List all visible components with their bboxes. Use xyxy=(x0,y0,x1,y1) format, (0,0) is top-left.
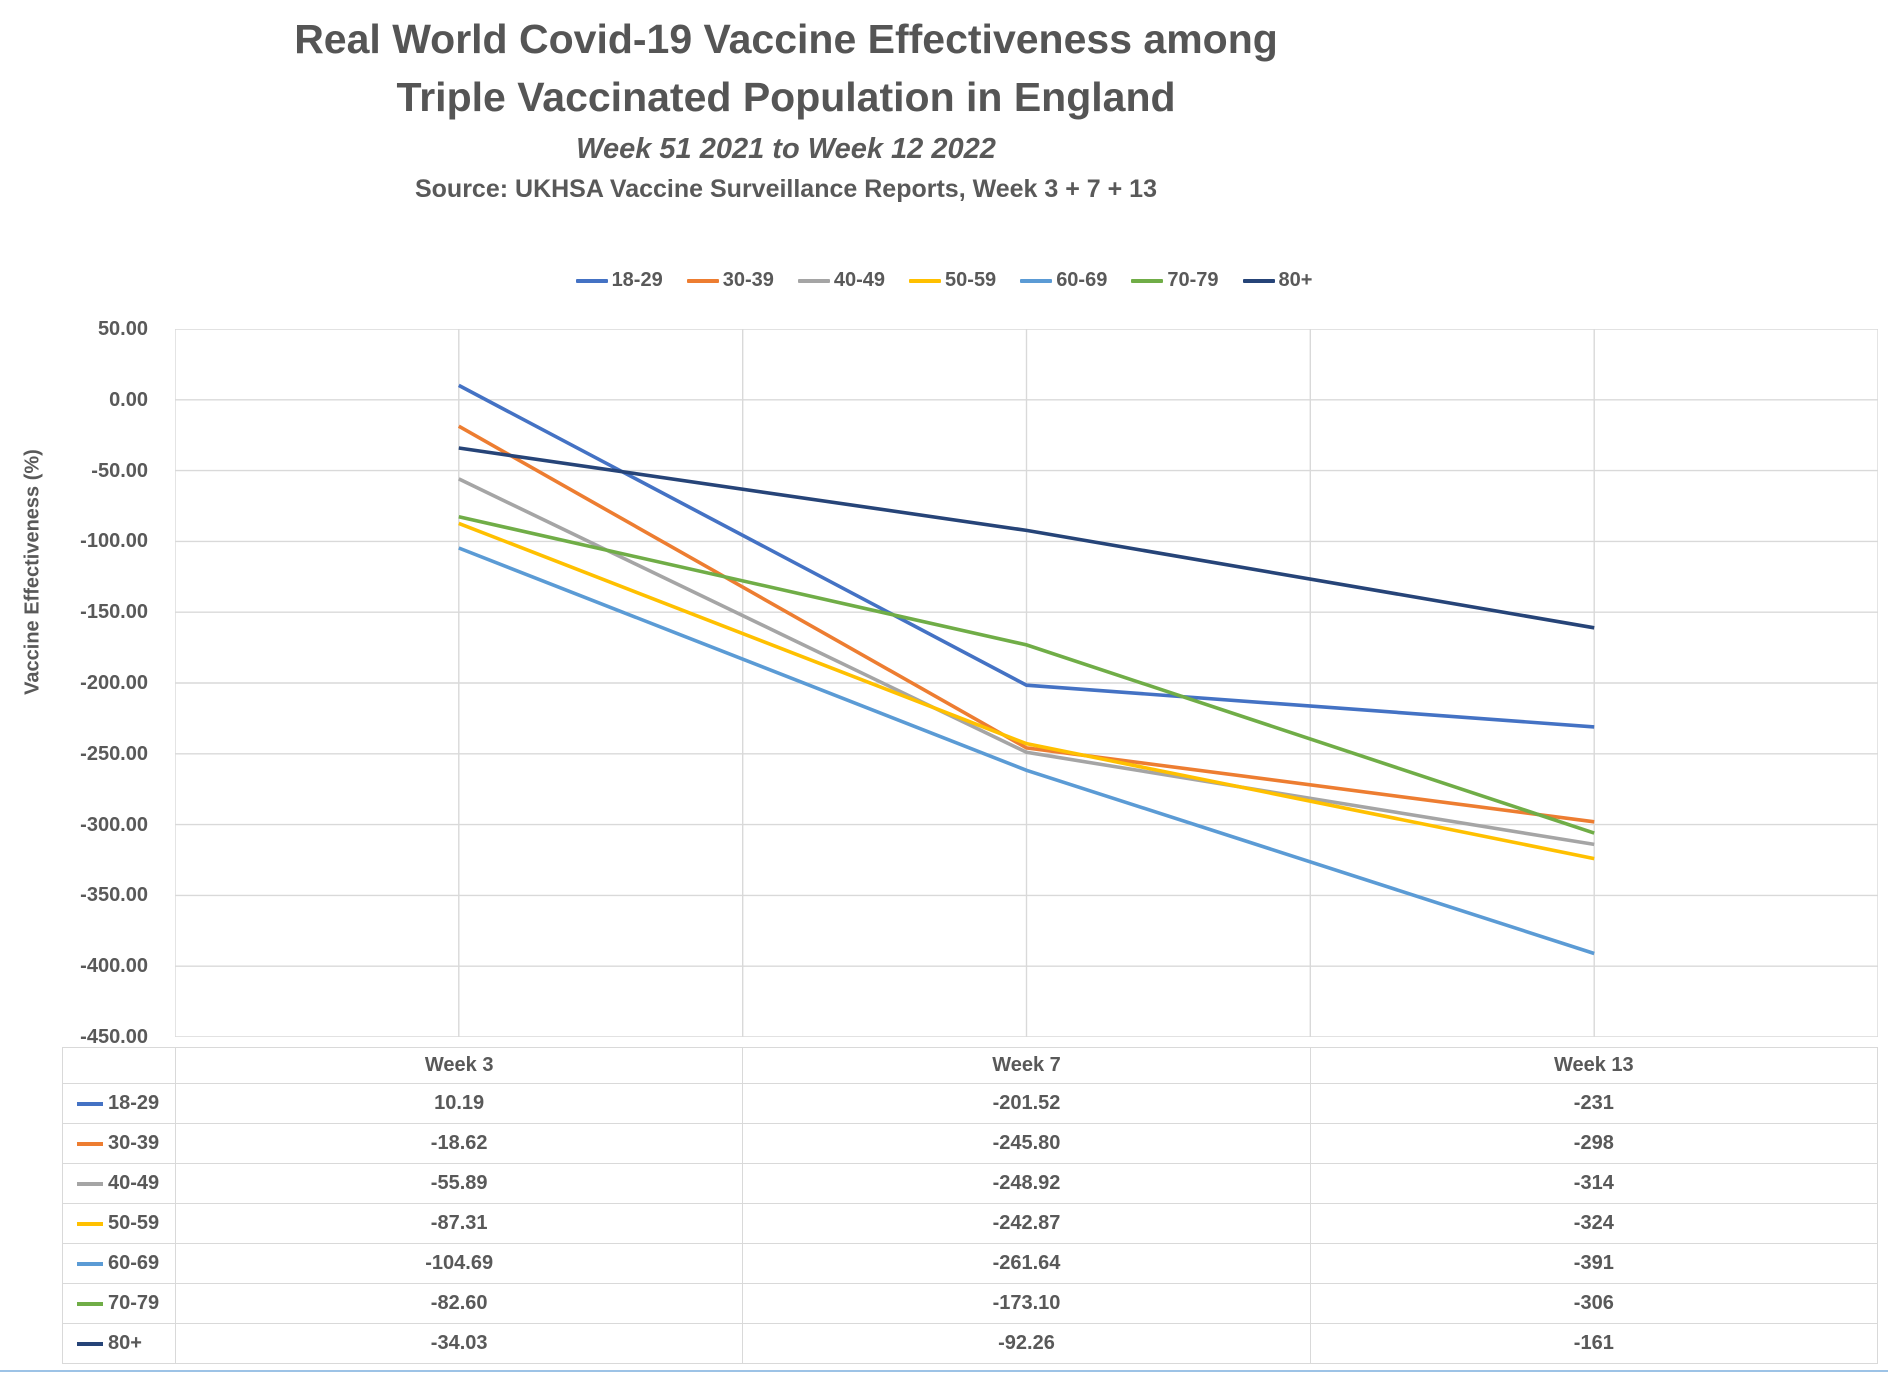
legend-item-80+: 80+ xyxy=(1242,269,1313,292)
table-value-cell: -324 xyxy=(1310,1204,1878,1244)
table-value-cell: -92.26 xyxy=(743,1324,1311,1364)
legend-label: 30-39 xyxy=(722,269,774,291)
table-value-cell: -231 xyxy=(1310,1084,1878,1124)
table-value-cell: -18.62 xyxy=(176,1124,744,1164)
table-value-cell: -87.31 xyxy=(176,1204,744,1244)
legend-item-40-49: 40-49 xyxy=(797,269,886,292)
worksheet-gridline-accent xyxy=(0,1370,1888,1372)
legend-item-70-79: 70-79 xyxy=(1131,269,1219,292)
table-row-key-18-29: 18-29 xyxy=(63,1084,176,1124)
table-corner-cell xyxy=(63,1048,176,1084)
table-row-key-30-39: 30-39 xyxy=(63,1124,176,1164)
table-row-label: 70-79 xyxy=(108,1292,160,1314)
table-value-cell: -245.80 xyxy=(743,1124,1311,1164)
legend-line-swatch-icon xyxy=(1020,278,1053,283)
table-col-header: Week 7 xyxy=(743,1048,1311,1084)
y-axis-tick-label: 50.00 xyxy=(97,318,148,340)
table-row-label: 80+ xyxy=(108,1332,142,1354)
table-row-key-60-69: 60-69 xyxy=(63,1244,176,1284)
y-axis-title: Vaccine Effectiveness (%) xyxy=(21,449,44,695)
table-value-cell: -104.69 xyxy=(176,1244,744,1284)
table-row-label: 30-39 xyxy=(108,1132,160,1154)
table-value-cell: 10.19 xyxy=(176,1084,744,1124)
table-value-cell: -55.89 xyxy=(176,1164,744,1204)
series-line-40-49 xyxy=(458,477,1595,847)
table-value-cell: -173.10 xyxy=(743,1284,1311,1324)
table-value-cell: -306 xyxy=(1310,1284,1878,1324)
series-line-swatch-icon xyxy=(77,1141,103,1146)
table-value-cell: -248.92 xyxy=(743,1164,1311,1204)
legend-line-swatch-icon xyxy=(909,278,942,283)
y-axis-tick-label: -150.00 xyxy=(80,601,148,624)
table-row-key-70-79: 70-79 xyxy=(63,1284,176,1324)
series-line-swatch-icon xyxy=(77,1101,103,1106)
legend-line-swatch-icon xyxy=(1131,278,1164,283)
series-line-swatch-icon xyxy=(77,1341,103,1346)
legend-label: 18-29 xyxy=(611,269,663,291)
line-chart-plot-area xyxy=(175,329,1878,1037)
table-row-label: 60-69 xyxy=(108,1252,160,1274)
series-line-50-59 xyxy=(458,521,1595,861)
table-value-cell: -201.52 xyxy=(743,1084,1311,1124)
table-row-key-40-49: 40-49 xyxy=(63,1164,176,1204)
table-value-cell: -242.87 xyxy=(743,1204,1311,1244)
legend-item-60-69: 60-69 xyxy=(1020,269,1107,292)
table-col-header: Week 3 xyxy=(176,1048,744,1084)
legend-line-swatch-icon xyxy=(686,278,719,283)
legend-line-swatch-icon xyxy=(1242,278,1275,283)
table-value-cell: -391 xyxy=(1310,1244,1878,1284)
legend-label: 70-79 xyxy=(1167,269,1219,291)
chart-data-table: Week 3 Week 7 Week 13 18-29 10.19 -201.52 -231… xyxy=(62,1047,1878,1364)
table-value-cell: -34.03 xyxy=(176,1324,744,1364)
y-axis-tick-label: -350.00 xyxy=(80,884,148,907)
chart-legend: 18-29 30-39 40-49 50-59 60-69 70-79 80+ xyxy=(0,269,1888,292)
legend-label: 50-59 xyxy=(945,269,997,291)
y-axis-tick-label: -450.00 xyxy=(80,1026,148,1048)
legend-item-50-59: 50-59 xyxy=(909,269,996,292)
legend-label: 80+ xyxy=(1278,269,1313,291)
legend-label: 60-69 xyxy=(1056,269,1108,291)
chart-title-line-2: Triple Vaccinated Population in England xyxy=(396,74,1176,120)
legend-item-30-39: 30-39 xyxy=(686,269,774,292)
chart-title-line-1: Real World Covid-19 Vaccine Effectivenes… xyxy=(294,16,1278,62)
y-axis-tick-label: -250.00 xyxy=(80,742,148,765)
series-line-70-79 xyxy=(458,515,1595,835)
y-axis-tick-label: -200.00 xyxy=(80,672,148,694)
table-row-key-80+: 80+ xyxy=(63,1324,176,1364)
chart-subtitle: Week 51 2021 to Week 12 2022 xyxy=(576,133,996,165)
table-row-key-50-59: 50-59 xyxy=(63,1204,176,1244)
table-value-cell: -261.64 xyxy=(743,1244,1311,1284)
y-axis-tick-label: 0.00 xyxy=(109,388,148,411)
table-col-header: Week 13 xyxy=(1310,1048,1878,1084)
series-line-swatch-icon xyxy=(77,1181,103,1186)
series-line-60-69 xyxy=(458,546,1595,956)
series-line-swatch-icon xyxy=(77,1301,103,1306)
table-value-cell: -298 xyxy=(1310,1124,1878,1164)
series-line-30-39 xyxy=(457,424,1595,824)
legend-line-swatch-icon xyxy=(575,278,608,283)
y-axis-tick-label: -400.00 xyxy=(80,955,148,978)
series-line-swatch-icon xyxy=(77,1221,103,1226)
series-line-80+ xyxy=(458,446,1595,630)
series-line-swatch-icon xyxy=(77,1261,103,1266)
table-row-label: 50-59 xyxy=(108,1212,160,1234)
table-value-cell: -161 xyxy=(1310,1324,1878,1364)
table-value-cell: -314 xyxy=(1310,1164,1878,1204)
legend-item-18-29: 18-29 xyxy=(575,269,663,292)
legend-line-swatch-icon xyxy=(797,278,830,283)
y-axis-tick-label: -100.00 xyxy=(80,530,148,553)
y-axis-tick-label: -300.00 xyxy=(80,813,148,836)
series-line-18-29 xyxy=(457,383,1595,729)
y-axis-tick-label: -50.00 xyxy=(91,459,148,482)
table-row-label: 40-49 xyxy=(108,1172,160,1194)
table-value-cell: -82.60 xyxy=(176,1284,744,1324)
chart-source-note: Source: UKHSA Vaccine Surveillance Repor… xyxy=(414,175,1157,203)
table-row-label: 18-29 xyxy=(108,1092,160,1114)
legend-label: 40-49 xyxy=(833,269,886,291)
